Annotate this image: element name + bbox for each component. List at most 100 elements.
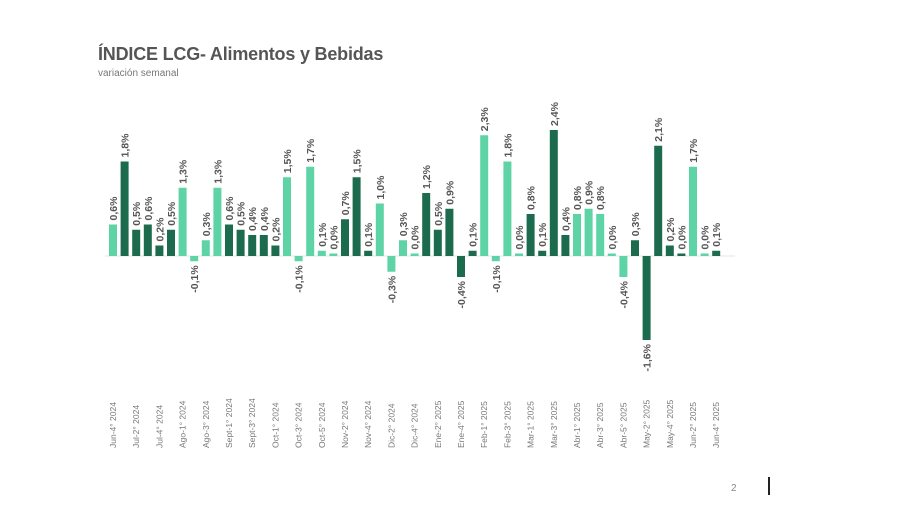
data-label: 0,8% <box>572 185 584 210</box>
data-label: 0,2% <box>270 217 282 242</box>
data-label: 1,3% <box>212 159 224 184</box>
data-label: 0,4% <box>247 206 259 231</box>
bar <box>573 214 581 256</box>
bar <box>399 240 407 256</box>
bar <box>480 135 489 256</box>
data-label: 0,2% <box>154 217 166 242</box>
bar <box>642 256 651 340</box>
bar <box>213 187 222 256</box>
x-tick-label: May-4° 2025 <box>665 399 675 448</box>
bar <box>631 240 639 256</box>
bar <box>654 145 663 256</box>
data-label: 0,1% <box>537 222 549 247</box>
chart-subtitle: variación semanal <box>98 68 179 79</box>
x-tick-label: Jun-2° 2025 <box>688 402 698 448</box>
data-label: 1,7% <box>305 138 317 163</box>
x-tick-label: Jul-4° 2024 <box>154 405 164 448</box>
bar <box>410 253 419 256</box>
bar <box>120 161 129 256</box>
bar <box>317 250 326 256</box>
bar <box>109 224 117 256</box>
bar <box>387 256 396 272</box>
data-label: 0,0% <box>328 225 340 250</box>
data-label: 1,3% <box>178 159 190 184</box>
bar <box>329 253 338 256</box>
data-label: 0,3% <box>398 212 410 237</box>
bar <box>619 256 628 277</box>
data-label: 0,8% <box>526 185 538 210</box>
x-tick-label: May-2° 2025 <box>642 399 652 448</box>
x-tick-label: Abr-5° 2025 <box>618 402 628 448</box>
bar <box>503 161 512 256</box>
data-label: 0,1% <box>317 222 329 247</box>
bar <box>190 256 199 262</box>
x-tick-label: Oct-1° 2024 <box>270 402 280 448</box>
data-label: 0,6% <box>143 196 155 221</box>
data-label: 1,8% <box>502 133 514 158</box>
bar <box>665 245 674 256</box>
x-tick-label: Abr-3° 2025 <box>595 402 605 448</box>
bar <box>259 235 268 256</box>
x-tick-label: Jul-2° 2024 <box>131 405 141 448</box>
data-label: 2,1% <box>653 117 665 142</box>
bar <box>341 219 349 256</box>
bar <box>143 224 152 256</box>
data-label: 0,5% <box>433 201 445 226</box>
data-label: 0,1% <box>363 222 375 247</box>
data-label: 1,2% <box>421 164 433 189</box>
bar <box>352 177 361 256</box>
data-label: 0,8% <box>595 185 607 210</box>
data-label: 0,1% <box>711 222 723 247</box>
data-label: -0,4% <box>456 280 468 308</box>
bar <box>132 229 141 256</box>
data-label: 0,4% <box>259 206 271 231</box>
page-number: 2 <box>731 483 737 494</box>
bar <box>457 256 465 277</box>
data-label: 1,5% <box>282 149 294 174</box>
data-label: 1,8% <box>120 133 132 158</box>
bar <box>225 224 233 256</box>
data-label: -0,1% <box>491 265 503 293</box>
data-label: 0,6% <box>108 196 120 221</box>
data-label: 0,5% <box>236 201 248 226</box>
bar <box>375 203 384 256</box>
x-tick-label: Dic-4° 2024 <box>410 403 420 448</box>
x-tick-label: Jun-4° 2024 <box>108 402 118 448</box>
bar <box>271 245 280 256</box>
x-tick-label: Mar-3° 2025 <box>549 401 559 448</box>
data-label: 1,5% <box>352 149 364 174</box>
bar <box>700 253 709 256</box>
bar <box>712 250 721 256</box>
x-tick-label: Sept-1° 2024 <box>224 398 234 448</box>
x-tick-label: Nov-2° 2024 <box>340 400 350 448</box>
divider <box>768 477 770 495</box>
data-label: -0,1% <box>294 265 306 293</box>
bar <box>445 208 454 256</box>
x-tick-label: Oct-5° 2024 <box>317 402 327 448</box>
bar <box>283 177 291 256</box>
data-label: 0,0% <box>410 225 422 250</box>
x-tick-label: Jun-4° 2025 <box>711 402 721 448</box>
data-label: 0,0% <box>700 225 712 250</box>
bar <box>491 256 500 262</box>
bar <box>538 250 547 256</box>
bar <box>515 253 523 256</box>
data-label: 0,2% <box>665 217 677 242</box>
bar <box>236 229 245 256</box>
data-label: 0,6% <box>224 196 236 221</box>
data-label: -0,3% <box>386 275 398 303</box>
data-label: 0,9% <box>584 180 596 205</box>
data-label: -1,6% <box>642 343 654 371</box>
x-tick-label: Mar-1° 2025 <box>526 401 536 448</box>
data-label: 0,1% <box>468 222 480 247</box>
chart-title: ÍNDICE LCG- Alimentos y Bebidas <box>98 44 384 64</box>
bar <box>364 250 373 256</box>
bar <box>167 229 175 256</box>
bar <box>422 193 431 256</box>
data-label: 0,3% <box>201 212 213 237</box>
bar <box>677 253 686 256</box>
x-tick-label: Ago-3° 2024 <box>201 400 211 448</box>
data-label: 0,5% <box>166 201 178 226</box>
x-tick-label: Dic-2° 2024 <box>386 403 396 448</box>
